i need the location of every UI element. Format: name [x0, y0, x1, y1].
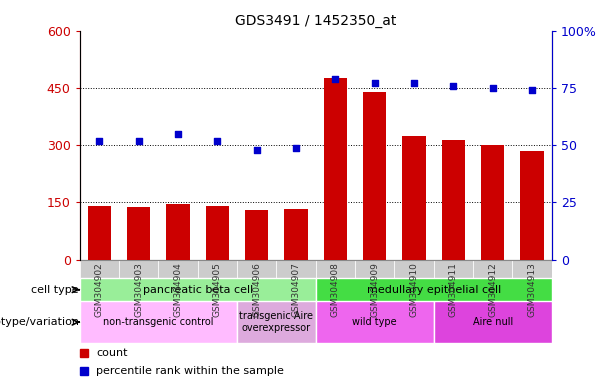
Point — [330, 76, 340, 82]
Bar — [355, 260, 394, 278]
Point — [370, 80, 379, 86]
Bar — [197, 260, 237, 278]
Bar — [284, 209, 308, 260]
Text: medullary epithelial cell: medullary epithelial cell — [367, 285, 501, 295]
Bar — [205, 206, 229, 260]
Bar — [473, 260, 512, 278]
Text: cell type: cell type — [31, 285, 79, 295]
Text: pancreatic beta cell: pancreatic beta cell — [143, 285, 253, 295]
Text: transgenic Aire
overexpressor: transgenic Aire overexpressor — [239, 311, 313, 333]
Bar — [363, 92, 387, 260]
Point — [291, 144, 301, 151]
Bar — [316, 260, 355, 278]
Bar — [237, 260, 276, 278]
Bar — [512, 260, 552, 278]
Text: percentile rank within the sample: percentile rank within the sample — [96, 366, 284, 376]
Text: count: count — [96, 348, 128, 358]
Point — [94, 137, 104, 144]
Text: wild type: wild type — [352, 317, 397, 327]
Bar — [276, 260, 316, 278]
Bar — [80, 260, 119, 278]
Point — [252, 147, 262, 153]
Bar — [402, 136, 426, 260]
Bar — [245, 210, 268, 260]
Bar — [394, 260, 434, 278]
Bar — [127, 207, 151, 260]
Bar — [80, 301, 237, 343]
Text: genotype/variation: genotype/variation — [0, 317, 79, 327]
Bar — [481, 145, 504, 260]
Bar — [434, 301, 552, 343]
Bar — [80, 278, 316, 301]
Point — [173, 131, 183, 137]
Bar — [166, 204, 190, 260]
Bar — [441, 139, 465, 260]
Bar — [316, 301, 434, 343]
Point — [213, 137, 223, 144]
Point — [488, 85, 498, 91]
Text: Aire null: Aire null — [473, 317, 513, 327]
Point — [449, 83, 459, 89]
Bar — [119, 260, 158, 278]
Bar — [520, 151, 544, 260]
Bar — [316, 278, 552, 301]
Point — [409, 80, 419, 86]
Point — [134, 137, 143, 144]
Bar — [158, 260, 198, 278]
Bar — [324, 78, 347, 260]
Bar — [88, 206, 111, 260]
Text: non-transgenic control: non-transgenic control — [103, 317, 213, 327]
Point — [527, 87, 537, 93]
Title: GDS3491 / 1452350_at: GDS3491 / 1452350_at — [235, 14, 397, 28]
Bar — [434, 260, 473, 278]
Bar — [237, 301, 316, 343]
